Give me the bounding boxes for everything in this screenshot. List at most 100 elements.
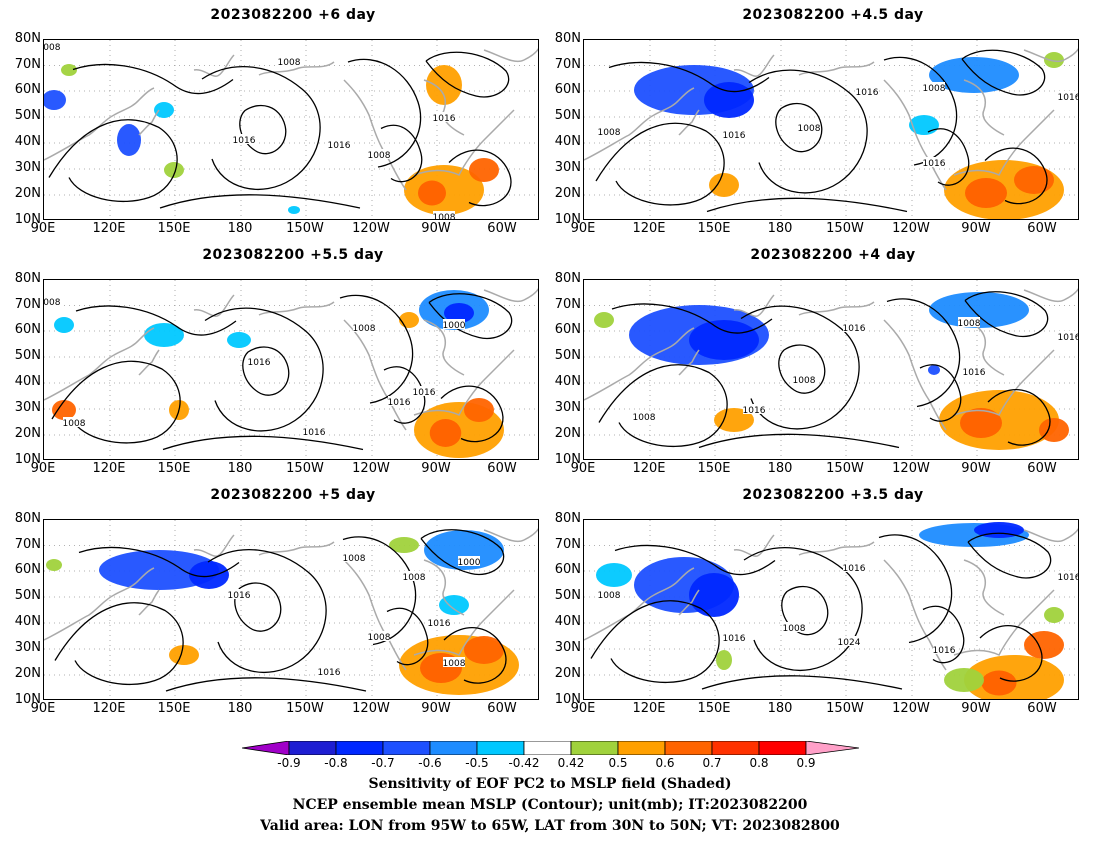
colorbar-segment <box>664 741 713 755</box>
negative-sensitivity-area <box>928 365 940 375</box>
map-canvas: 10081008101610001008101610161016 <box>44 280 538 459</box>
negative-sensitivity-area <box>154 102 174 118</box>
lon-tick-label: 180 <box>227 461 253 476</box>
lat-tick-label: 80N <box>14 511 41 526</box>
contour-label: 1016 <box>1058 93 1079 103</box>
mslp-contour <box>75 305 237 336</box>
negative-sensitivity-area <box>99 550 219 590</box>
coastline <box>584 327 695 401</box>
mslp-contour <box>48 119 178 203</box>
lat-tick-label: 80N <box>554 511 581 526</box>
lon-tick-label: 120W <box>892 221 930 236</box>
coastline <box>423 79 465 136</box>
coastline <box>423 559 465 616</box>
lon-tick-label: 90E <box>570 221 596 236</box>
contour-label-bg <box>843 562 865 572</box>
contour-label-bg <box>428 617 450 627</box>
lon-tick-label: 150E <box>697 221 731 236</box>
lat-tick-label: 60N <box>554 562 581 577</box>
colorbar-tick-label: -0.9 <box>277 756 301 770</box>
map-canvas: 1008 1016 1008 1016 1024 1016 1016 <box>584 520 1078 699</box>
lat-tick-label: 10N <box>554 452 581 467</box>
map-canvas: 1008 1008 1016 1016 1008 1016 1008 <box>44 40 538 219</box>
colorbar-segment <box>382 741 431 755</box>
positive-sensitivity-area <box>965 178 1007 208</box>
contour-label-bg <box>933 644 955 654</box>
contour-label-bg <box>783 622 805 632</box>
contour-label-bg <box>44 296 60 306</box>
lon-tick-label: 60W <box>1027 701 1057 716</box>
coastline <box>963 559 1005 616</box>
lon-tick-label: 180 <box>227 701 253 716</box>
lat-tick-label: 10N <box>14 692 41 707</box>
contour-label-bg <box>743 404 765 414</box>
contour-label-bg <box>838 636 860 646</box>
lon-tick-label: 120W <box>352 461 390 476</box>
lon-tick-label: 150E <box>157 221 191 236</box>
positive-sensitivity-area <box>464 398 494 422</box>
coastline <box>343 79 407 191</box>
lat-tick-label: 70N <box>554 536 581 552</box>
mslp-contour <box>159 194 361 209</box>
contour-label-bg <box>233 134 255 144</box>
lon-tick-label: 150E <box>157 701 191 716</box>
lon-tick-label: 120E <box>92 701 126 716</box>
lon-tick-label: 90E <box>30 461 56 476</box>
mslp-contour <box>883 56 958 166</box>
contour-label: 1000 <box>443 321 466 331</box>
lon-tick-label: 150W <box>286 221 324 236</box>
contour-label: 1008 <box>63 419 86 429</box>
negative-sensitivity-area <box>909 115 939 135</box>
positive-sensitivity-area <box>399 312 419 328</box>
coastline <box>733 294 775 317</box>
contour-label-bg <box>63 417 85 427</box>
mslp-contour <box>961 49 1046 96</box>
lon-tick-label: 90E <box>570 461 596 476</box>
coastline <box>1023 528 1078 542</box>
coastline <box>193 534 235 557</box>
mslp-contour <box>54 602 184 686</box>
contour-label-bg <box>328 139 350 149</box>
contour-label: 1008 <box>633 413 656 423</box>
colorbar-tick-label: 0.42 <box>557 756 585 770</box>
coastline <box>733 534 775 557</box>
mslp-contour <box>72 63 234 95</box>
colorbar-segment <box>570 741 619 755</box>
lon-tick-label: 150E <box>157 461 191 476</box>
coastline <box>138 349 160 376</box>
lon-tick-label: 150W <box>826 461 864 476</box>
positive-sensitivity-area <box>164 162 184 178</box>
contour-label: 1016 <box>933 646 956 656</box>
contour-label-bg <box>793 374 815 384</box>
positive-sensitivity-area <box>716 650 732 670</box>
contour-label: 1016 <box>233 136 256 146</box>
mslp-contour <box>598 364 728 448</box>
mslp-contour <box>590 600 720 684</box>
negative-sensitivity-area <box>227 332 251 348</box>
mslp-contour <box>611 303 773 334</box>
colorbar-segment <box>476 741 525 755</box>
positive-sensitivity-area <box>169 645 199 665</box>
lat-tick-label: 40N <box>14 614 41 629</box>
positive-sensitivity-area <box>61 64 77 76</box>
contour-label: 1008 <box>958 319 981 329</box>
mslp-contour <box>207 549 327 674</box>
mslp-contour <box>162 435 364 451</box>
positive-sensitivity-area <box>46 559 62 571</box>
colorbar-tick-label: 0.7 <box>702 756 722 770</box>
colorbar-segment <box>711 741 760 755</box>
positive-sensitivity-area <box>709 173 739 197</box>
contour-label-bg <box>228 589 250 599</box>
contour-label: 1024 <box>838 638 861 648</box>
lat-tick-label: 50N <box>14 348 41 363</box>
contour-label: 1016 <box>843 564 866 574</box>
lon-tick-label: 90W <box>961 701 991 716</box>
mslp-contour <box>775 102 823 153</box>
lon-tick-label: 90E <box>570 701 596 716</box>
coastline <box>953 349 1055 416</box>
contour-label-bg <box>598 589 620 599</box>
positive-sensitivity-area <box>429 419 462 447</box>
mslp-contour <box>339 294 414 404</box>
lon-tick-label: 120W <box>892 461 930 476</box>
map-panel: 1008 1016 1008 1016 1008 1016 1016 <box>583 39 1079 220</box>
